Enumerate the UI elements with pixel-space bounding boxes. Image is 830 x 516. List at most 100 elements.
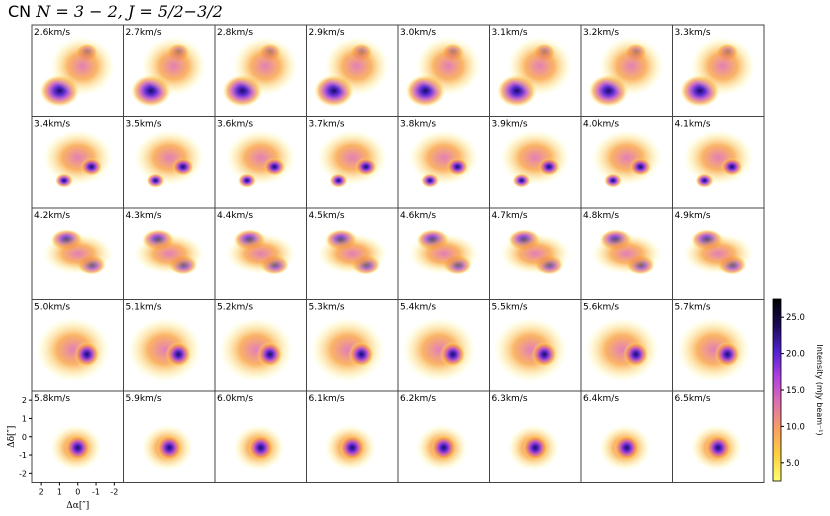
emission-blob — [705, 434, 732, 461]
channel-panel: 4.3km/s — [123, 207, 216, 300]
channel-velocity-label: 3.6km/s — [217, 120, 253, 130]
emission-blob — [591, 130, 662, 186]
emission-blob — [408, 233, 479, 274]
emission-blob — [324, 36, 389, 96]
channel-panel: 6.0km/s — [214, 390, 307, 483]
emission-blob — [603, 173, 623, 188]
emission-blob — [42, 130, 113, 186]
channel-velocity-label: 5.5km/s — [492, 303, 528, 313]
channel-velocity-label: 4.3km/s — [126, 211, 162, 221]
channel-panel: 6.2km/s — [397, 390, 490, 483]
x-axis-label: Δα[″] — [66, 501, 89, 511]
channel-panel: 6.5km/s — [672, 390, 765, 483]
colorbar-tick-label: 20.0 — [786, 350, 805, 360]
emission-blob — [263, 157, 286, 176]
emission-blob — [683, 233, 754, 274]
channel-velocity-label: 6.2km/s — [400, 394, 436, 404]
emission-blob — [74, 341, 100, 368]
channel-velocity-label: 5.9km/s — [126, 394, 162, 404]
emission-blob — [354, 157, 377, 176]
emission-blob — [247, 434, 274, 461]
emission-blob — [591, 233, 662, 274]
emission-blob — [54, 173, 74, 188]
channel-velocity-label: 6.0km/s — [217, 394, 253, 404]
channel-panel: 3.8km/s — [397, 116, 490, 209]
emission-blob — [522, 434, 549, 461]
channel-panel: 4.0km/s — [580, 116, 673, 209]
channel-velocity-label: 4.1km/s — [675, 120, 711, 130]
emission-blob — [430, 434, 457, 461]
y-tick-label: 2 — [22, 396, 27, 405]
channel-panel: 5.0km/s — [31, 299, 124, 392]
channel-panel: 3.9km/s — [489, 116, 582, 209]
channel-panel: 2.7km/s — [123, 24, 216, 117]
emission-blob — [408, 130, 479, 186]
colorbar-tick-label: 5.0 — [786, 459, 800, 469]
channel-velocity-label: 6.1km/s — [309, 394, 345, 404]
colorbar-tick-label: 10.0 — [786, 422, 805, 432]
emission-blob — [146, 173, 165, 188]
emission-blob — [416, 36, 481, 96]
channel-velocity-label: 2.9km/s — [309, 28, 345, 38]
channel-panel: 4.5km/s — [306, 207, 399, 300]
x-tick-label: -1 — [92, 488, 100, 497]
channel-panel: 6.1km/s — [306, 390, 399, 483]
emission-blob — [690, 36, 755, 96]
emission-blob — [339, 434, 366, 461]
channel-panel: 2.8km/s — [214, 24, 307, 117]
channel-velocity-label: 6.4km/s — [583, 394, 619, 404]
channel-velocity-label: 4.2km/s — [34, 211, 70, 221]
channel-velocity-label: 4.7km/s — [492, 211, 528, 221]
channel-velocity-label: 5.6km/s — [583, 303, 619, 313]
emission-blob — [165, 341, 192, 368]
channel-velocity-label: 4.8km/s — [583, 211, 619, 221]
channel-panel: 3.1km/s — [489, 24, 582, 117]
x-tick-label: 0 — [75, 488, 80, 497]
x-tick-label: 2 — [39, 488, 44, 497]
x-tick-label: 1 — [57, 488, 62, 497]
channel-velocity-label: 5.3km/s — [309, 303, 345, 313]
channel-velocity-label: 3.1km/s — [492, 28, 528, 38]
channel-velocity-label: 4.9km/s — [675, 211, 711, 221]
channel-panel: 5.3km/s — [306, 299, 399, 392]
channel-panel: 5.2km/s — [214, 299, 307, 392]
emission-blob — [695, 173, 714, 188]
channel-panel: 3.7km/s — [306, 116, 399, 209]
channel-panel: 6.4km/s — [580, 390, 673, 483]
emission-blob — [317, 130, 388, 186]
emission-blob — [623, 341, 649, 368]
panel-frame — [672, 390, 765, 483]
channel-velocity-label: 2.8km/s — [217, 28, 253, 38]
emission-blob — [531, 341, 558, 368]
channel-velocity-label: 4.6km/s — [400, 211, 436, 221]
emission-blob — [156, 434, 183, 461]
channel-velocity-label: 4.5km/s — [309, 211, 345, 221]
emission-blob — [225, 233, 296, 274]
emission-blob — [141, 36, 206, 96]
emission-blob — [134, 233, 205, 274]
emission-blob — [683, 130, 754, 186]
channel-velocity-label: 6.5km/s — [675, 394, 711, 404]
channel-panel: 5.9km/s — [123, 390, 216, 483]
channel-velocity-label: 5.4km/s — [400, 303, 436, 313]
emission-blob — [599, 36, 664, 96]
channel-panel: 4.9km/s — [672, 207, 765, 300]
channel-panel: 4.4km/s — [214, 207, 307, 300]
channel-panel: 2.6km/s — [31, 24, 124, 117]
y-axis-label: Δδ[″] — [7, 426, 17, 448]
emission-blob — [507, 36, 572, 96]
emission-blob — [446, 157, 469, 176]
figure-title: CN N = 3 − 2, J = 5/2−3/2 — [8, 2, 223, 21]
channel-panel: 4.2km/s — [31, 207, 124, 300]
channel-velocity-label: 3.7km/s — [309, 120, 345, 130]
emission-blob — [225, 130, 296, 186]
channel-velocity-label: 3.2km/s — [583, 28, 619, 38]
colorbar-tick-label: 15.0 — [786, 386, 805, 396]
channel-velocity-label: 4.0km/s — [583, 120, 619, 130]
emission-blob — [134, 130, 205, 186]
channel-velocity-label: 5.1km/s — [126, 303, 162, 313]
channel-velocity-label: 2.7km/s — [126, 28, 162, 38]
channel-velocity-label: 5.8km/s — [34, 394, 70, 404]
channel-velocity-label: 5.2km/s — [217, 303, 253, 313]
